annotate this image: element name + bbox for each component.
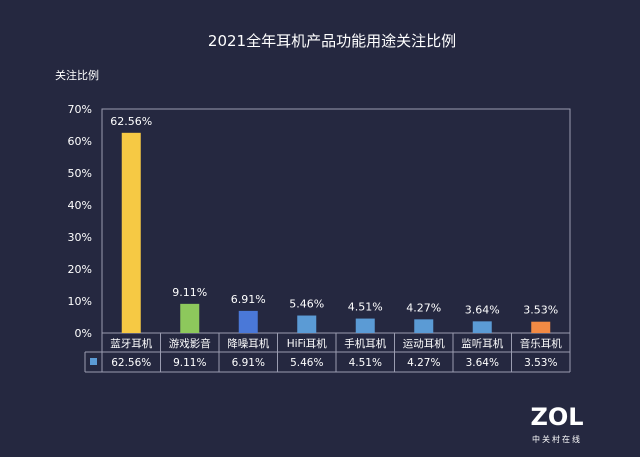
data-label: 3.64% [465, 303, 500, 316]
bar [121, 132, 141, 333]
y-tick-label: 0% [75, 327, 92, 340]
x-tick-label: 监听耳机 [461, 337, 503, 350]
y-tick-label: 40% [68, 199, 92, 212]
bar [238, 310, 258, 333]
legend-key [90, 358, 97, 365]
table-value: 4.51% [349, 357, 382, 369]
data-label: 4.51% [348, 301, 383, 314]
y-tick-label: 50% [68, 167, 92, 180]
bar [297, 315, 317, 333]
logo-text: ZOL [530, 403, 583, 431]
y-tick-label: 60% [68, 135, 92, 148]
x-tick-label: 运动耳机 [403, 337, 445, 350]
data-label: 9.11% [172, 286, 207, 299]
plot-area [101, 108, 571, 334]
x-tick-label: 手机耳机 [344, 337, 386, 350]
data-label: 62.56% [110, 115, 152, 128]
table-value: 3.64% [466, 357, 499, 369]
zol-logo: ZOL 中关村在线 [530, 403, 583, 444]
y-tick-label: 10% [68, 295, 92, 308]
table-value: 9.11% [173, 357, 206, 369]
bar [414, 319, 434, 333]
data-label: 4.27% [406, 301, 441, 314]
data-label: 6.91% [231, 293, 266, 306]
x-tick-label: HiFi耳机 [287, 337, 328, 350]
data-label: 5.46% [289, 298, 324, 311]
table-value: 6.91% [232, 357, 265, 369]
y-tick-label: 20% [68, 263, 92, 276]
table-value: 5.46% [290, 357, 323, 369]
x-tick-label: 音乐耳机 [520, 337, 562, 350]
logo-subtext: 中关村在线 [532, 434, 582, 444]
table-value: 4.27% [407, 357, 440, 369]
bar [355, 318, 375, 333]
data-label: 3.53% [523, 304, 558, 317]
y-tick-label: 30% [68, 231, 92, 244]
y-tick-label: 70% [68, 103, 92, 116]
y-axis-label: 关注比例 [55, 68, 99, 82]
x-tick-label: 游戏影音 [169, 337, 211, 350]
bar [472, 321, 492, 333]
table-value: 3.53% [524, 357, 557, 369]
table-value: 62.56% [111, 357, 151, 369]
x-tick-label: 降噪耳机 [227, 337, 269, 350]
chart-title: 2021全年耳机产品功能用途关注比例 [208, 32, 456, 50]
bar [531, 321, 551, 333]
bar [180, 303, 200, 333]
x-tick-label: 蓝牙耳机 [110, 337, 152, 350]
